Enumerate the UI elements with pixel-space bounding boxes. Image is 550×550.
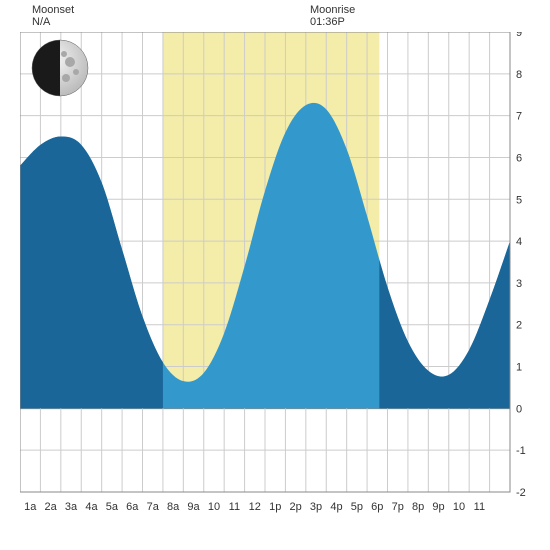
svg-text:8p: 8p (412, 501, 424, 513)
svg-text:5p: 5p (351, 501, 363, 513)
svg-text:11: 11 (229, 501, 240, 513)
moonset-value: N/A (32, 16, 74, 28)
moonrise-label: Moonrise (310, 4, 355, 16)
svg-text:6p: 6p (371, 501, 383, 513)
svg-text:2p: 2p (290, 501, 302, 513)
svg-text:10: 10 (208, 501, 220, 513)
svg-text:9: 9 (516, 32, 522, 39)
svg-text:6a: 6a (126, 501, 139, 513)
moonset-label: Moonset (32, 4, 74, 16)
svg-text:8: 8 (516, 69, 522, 81)
svg-text:7: 7 (516, 111, 522, 123)
svg-text:4a: 4a (85, 501, 98, 513)
svg-text:7a: 7a (147, 501, 160, 513)
svg-text:8a: 8a (167, 501, 180, 513)
svg-text:-1: -1 (516, 445, 526, 457)
svg-text:9p: 9p (432, 501, 444, 513)
svg-text:12: 12 (249, 501, 261, 513)
svg-text:3a: 3a (65, 501, 78, 513)
svg-text:10: 10 (453, 501, 465, 513)
svg-text:9a: 9a (187, 501, 200, 513)
svg-text:4: 4 (516, 236, 522, 248)
svg-text:1p: 1p (269, 501, 281, 513)
svg-text:6: 6 (516, 152, 522, 164)
svg-text:-2: -2 (516, 487, 526, 499)
svg-text:7p: 7p (392, 501, 404, 513)
tide-chart-svg: -2-101234567891a2a3a4a5a6a7a8a9a1011121p… (20, 32, 530, 532)
svg-text:5: 5 (516, 194, 522, 206)
svg-text:5a: 5a (106, 501, 119, 513)
svg-text:2a: 2a (45, 501, 58, 513)
svg-text:1a: 1a (24, 501, 37, 513)
moonrise-value: 01:36P (310, 16, 355, 28)
moonrise-header: Moonrise 01:36P (310, 4, 355, 28)
svg-text:1: 1 (516, 362, 522, 374)
svg-text:4p: 4p (330, 501, 342, 513)
svg-text:11: 11 (474, 501, 485, 513)
moonset-header: Moonset N/A (32, 4, 74, 28)
svg-text:2: 2 (516, 320, 522, 332)
svg-text:3p: 3p (310, 501, 322, 513)
moon-phase-icon (32, 40, 88, 96)
chart-area: -2-101234567891a2a3a4a5a6a7a8a9a1011121p… (20, 32, 530, 512)
tide-chart-container: Moonset N/A Moonrise 01:36P -2-101234567… (0, 0, 550, 550)
svg-text:3: 3 (516, 278, 522, 290)
svg-text:0: 0 (516, 403, 522, 415)
